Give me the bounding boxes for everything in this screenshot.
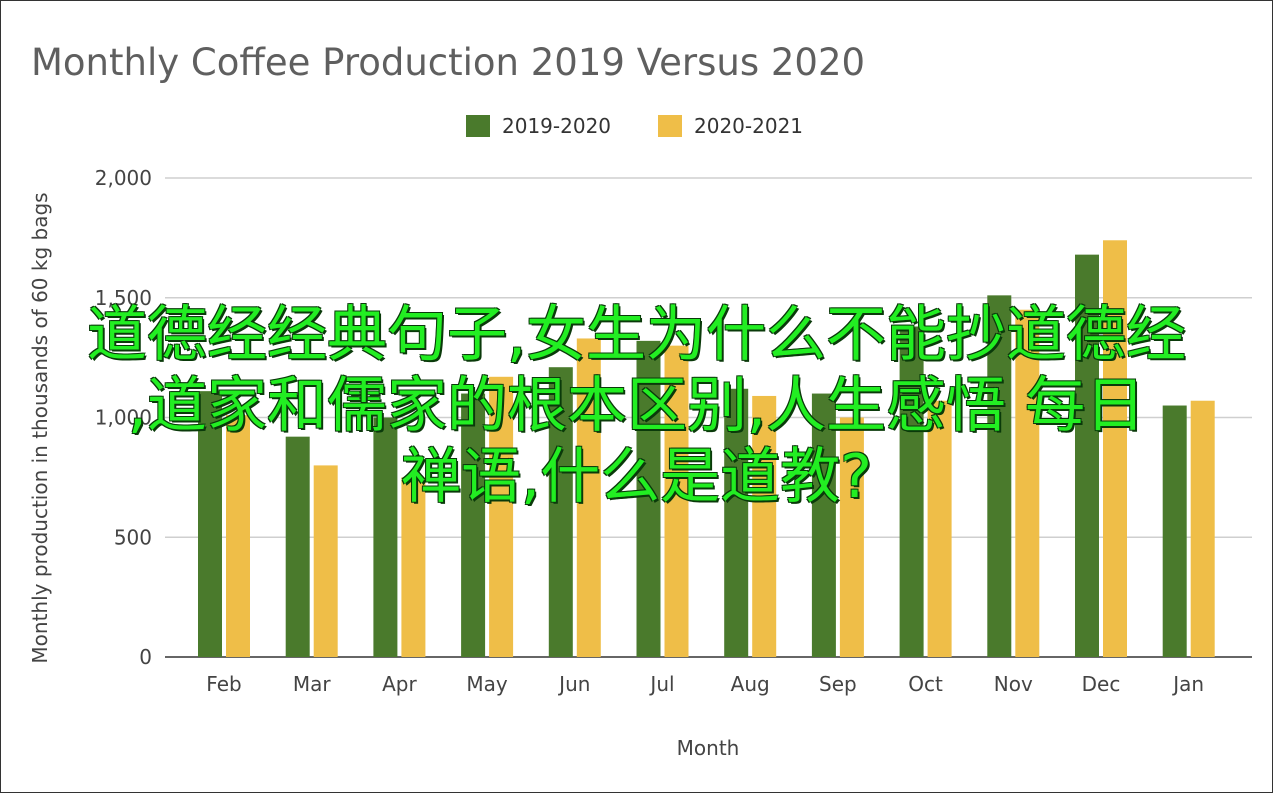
bar-2019-2020-Jul [636,340,661,657]
bar-2019-2020-Mar [285,436,310,657]
bar-2019-2020-Aug [724,388,749,657]
x-tick-label: Feb [206,672,241,696]
bar-2020-2021-Dec [1103,240,1127,657]
x-tick-label: May [466,672,508,696]
chart-title: Monthly Coffee Production 2019 Versus 20… [31,41,866,84]
bar-2020-2021-May [489,376,514,657]
y-tick-label: 2,000 [95,166,152,190]
bar-2020-2021-Feb [226,415,250,657]
x-tick-label: Aug [731,672,770,696]
bar-2019-2020-Jan [1162,405,1187,657]
bar-2019-2020-Dec [1075,254,1099,657]
x-tick-label: Oct [908,672,943,696]
bars [198,240,1215,657]
bar-2019-2020-Oct [899,326,924,657]
legend: 2019-2020 2020-2021 [466,114,803,138]
bar-2020-2021-Jul [664,345,689,657]
gridlines [165,177,1252,658]
y-tick-label: 0 [139,645,152,669]
legend-swatch [466,115,490,137]
bar-2019-2020-Jun [548,367,573,657]
y-tick-label: 1,500 [95,286,152,310]
x-tick-label: Mar [293,672,332,696]
legend-swatch [658,115,682,137]
bar-2020-2021-Jan [1190,400,1215,657]
bar-2020-2021-Apr [401,477,426,657]
bar-2019-2020-May [461,393,486,657]
x-tick-label: Jun [557,672,590,696]
x-axis-title: Month [677,736,740,760]
x-tick-label: Sep [819,672,857,696]
x-tick-label: Jul [648,672,674,696]
bar-2020-2021-Oct [927,400,952,657]
x-tick-label: Jan [1171,672,1204,696]
y-axis-title: Monthly production in thousands of 60 kg… [28,192,52,663]
bar-2019-2020-Apr [373,417,398,657]
bar-2020-2021-Jun [576,338,601,657]
x-tick-label: Nov [994,672,1033,696]
legend-label: 2020-2021 [694,114,803,138]
bar-2019-2020-Sep [811,393,836,657]
bar-2019-2020-Nov [987,295,1012,657]
bar-2020-2021-Mar [313,465,338,657]
bar-2020-2021-Aug [752,395,777,657]
legend-label: 2019-2020 [502,114,611,138]
y-tick-labels: 0 500 1,000 1,500 2,000 [95,166,152,669]
x-tick-label: Apr [382,672,417,696]
bar-2019-2020-Feb [198,391,222,657]
y-tick-label: 1,000 [95,406,152,430]
bar-2020-2021-Sep [839,417,864,657]
x-tick-label: Dec [1082,672,1121,696]
x-tick-labels: Feb Mar Apr May Jun Jul Aug Sep Oct Nov Dec Jan [206,672,1204,696]
bar-2020-2021-Nov [1015,309,1040,657]
y-tick-label: 500 [114,525,152,549]
